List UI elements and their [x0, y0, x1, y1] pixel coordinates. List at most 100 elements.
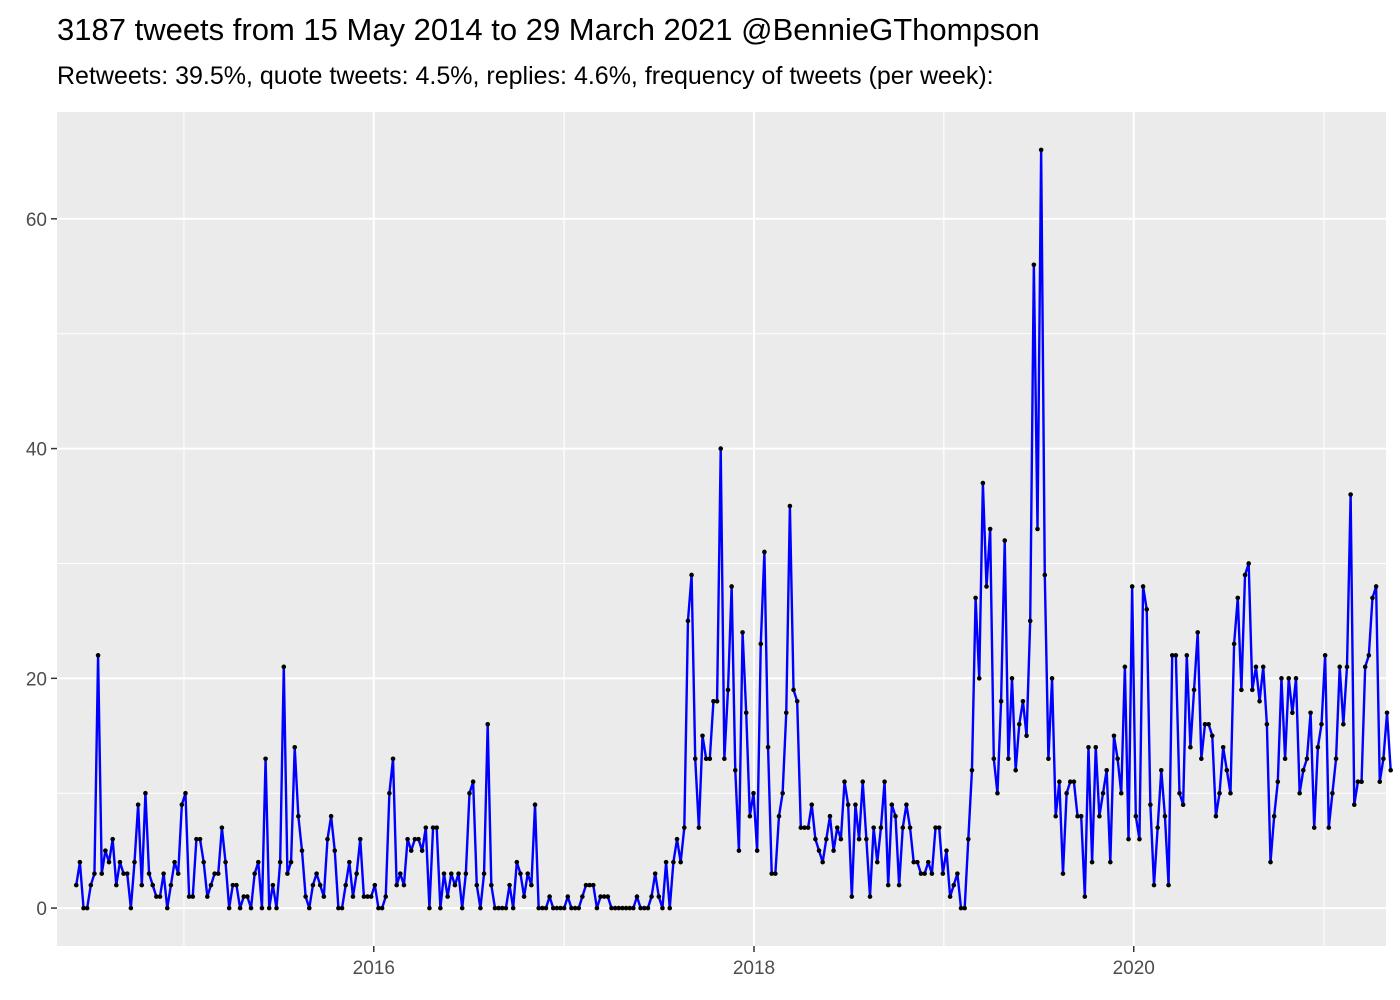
data-point	[241, 894, 247, 899]
data-point	[368, 894, 374, 899]
data-point	[139, 882, 145, 888]
data-point	[296, 813, 301, 819]
data-point	[1250, 687, 1255, 693]
data-point	[285, 871, 290, 876]
data-point	[157, 894, 163, 899]
data-point	[805, 825, 811, 830]
data-point	[135, 802, 141, 807]
data-point	[376, 905, 381, 911]
data-point	[1118, 790, 1124, 796]
data-point	[186, 894, 192, 899]
data-point	[1111, 733, 1117, 739]
data-point	[259, 905, 265, 911]
data-point	[580, 894, 585, 899]
data-point	[1137, 836, 1142, 842]
data-point	[958, 905, 964, 911]
data-point	[270, 882, 276, 888]
data-point	[390, 756, 396, 762]
data-point	[995, 790, 1000, 796]
data-point	[911, 859, 916, 865]
data-point	[718, 446, 724, 451]
data-point	[1337, 664, 1343, 670]
data-point	[652, 871, 658, 876]
data-point	[998, 699, 1004, 704]
data-point	[1097, 813, 1102, 819]
data-point	[521, 894, 527, 899]
data-point	[419, 848, 425, 853]
data-point	[387, 790, 392, 796]
data-point	[1140, 584, 1146, 589]
data-point	[987, 526, 993, 532]
data-point	[1377, 779, 1383, 785]
data-point	[849, 894, 855, 899]
data-point	[1020, 699, 1026, 704]
data-point	[732, 767, 738, 773]
data-point	[696, 825, 702, 830]
data-point	[416, 836, 421, 842]
data-point	[99, 871, 105, 876]
data-point	[234, 882, 239, 888]
data-point	[1330, 790, 1335, 796]
data-point	[510, 905, 516, 911]
data-point	[314, 871, 319, 876]
data-point	[357, 836, 363, 842]
data-point	[1308, 710, 1313, 716]
data-point	[1002, 538, 1008, 543]
data-point	[951, 882, 957, 888]
data-point	[281, 664, 287, 670]
x-tick-label: 2020	[1113, 958, 1155, 979]
data-point	[481, 871, 487, 876]
data-point	[1151, 882, 1157, 888]
data-point	[1082, 894, 1088, 899]
data-point	[470, 779, 476, 785]
data-point	[489, 882, 494, 888]
data-point	[274, 905, 279, 911]
data-point	[106, 859, 112, 865]
data-point	[609, 905, 614, 911]
data-point	[427, 905, 432, 911]
data-point	[325, 836, 330, 842]
data-point	[114, 882, 119, 888]
data-point	[1169, 653, 1175, 658]
data-point	[692, 756, 698, 762]
data-point	[350, 894, 356, 899]
data-point	[955, 871, 960, 876]
data-point	[776, 813, 782, 819]
data-point	[598, 894, 603, 899]
data-point	[1155, 825, 1160, 830]
data-point	[649, 894, 654, 899]
data-point	[900, 825, 906, 830]
data-point	[77, 859, 83, 865]
data-point	[842, 779, 847, 785]
data-point	[255, 859, 261, 865]
data-point	[1129, 584, 1135, 589]
data-point	[219, 825, 225, 830]
data-point	[663, 859, 669, 865]
data-point	[569, 905, 574, 911]
data-point	[1246, 561, 1251, 566]
data-point	[474, 882, 480, 888]
data-point	[230, 882, 236, 888]
data-point	[1177, 790, 1182, 796]
data-point	[1260, 664, 1266, 670]
data-point	[1275, 779, 1281, 785]
data-point	[612, 905, 618, 911]
data-point	[1293, 676, 1299, 681]
data-point	[1078, 813, 1084, 819]
data-point	[703, 756, 709, 762]
data-point	[212, 871, 217, 876]
data-point	[467, 790, 472, 796]
data-point	[856, 836, 862, 842]
data-point	[168, 882, 174, 888]
data-point	[237, 905, 243, 911]
data-point	[379, 905, 385, 911]
data-point	[81, 905, 86, 911]
data-point	[1355, 779, 1361, 785]
data-point	[667, 905, 673, 911]
data-point	[601, 894, 607, 899]
data-point	[1286, 676, 1292, 681]
data-point	[1253, 664, 1259, 670]
data-point	[448, 871, 454, 876]
data-point	[317, 882, 323, 888]
data-point	[1195, 630, 1200, 635]
